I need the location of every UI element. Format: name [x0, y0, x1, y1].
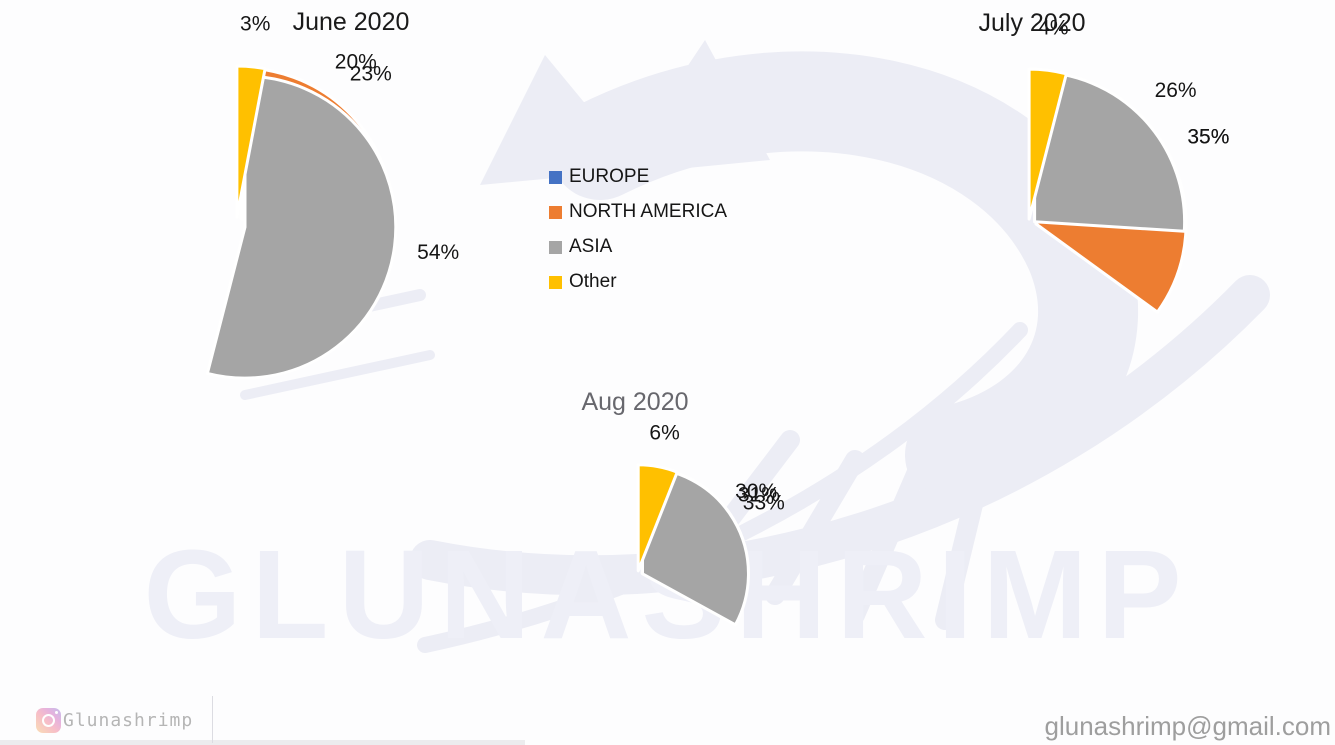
email-credit: glunashrimp@gmail.com	[1044, 711, 1332, 741]
aug-data-label-asia: 33%	[743, 491, 785, 514]
aug-data-label-europe: 31%	[738, 484, 780, 507]
july-data-label-north-america: 35%	[1187, 125, 1229, 148]
june-data-label-north-america: 23%	[350, 62, 392, 85]
june-slice-other	[235, 64, 267, 219]
june-data-label-asia: 54%	[417, 241, 459, 264]
june-data-label-other: 3%	[240, 12, 270, 35]
legend-swatch-asia	[549, 240, 562, 254]
chart-title-aug: Aug 2020	[581, 388, 689, 416]
aug-data-label-other: 6%	[649, 422, 679, 445]
aug-slice-other	[636, 463, 679, 573]
legend: EUROPE NORTH AMERICA ASIA Other	[549, 166, 727, 306]
aug-data-label-north-america: 30%	[735, 480, 777, 503]
legend-item-europe: EUROPE	[549, 166, 727, 188]
instagram-icon	[36, 708, 61, 733]
legend-item-asia: ASIA	[549, 236, 727, 258]
cursor-artifact-line	[212, 696, 213, 743]
legend-swatch-other	[549, 275, 562, 289]
instagram-lens-glyph	[42, 714, 55, 727]
june-slice-asia	[205, 74, 398, 380]
june-data-label-europe: 20%	[335, 50, 377, 73]
legend-label-other: Other	[569, 271, 617, 292]
legend-item-other: Other	[549, 271, 727, 293]
legend-label-asia: ASIA	[569, 236, 613, 257]
instagram-flash-dot	[55, 711, 58, 714]
legend-swatch-europe	[549, 170, 562, 184]
bottom-strip	[0, 740, 525, 745]
legend-label-europe: EUROPE	[569, 166, 650, 187]
july-data-label-europe: 35%	[1187, 125, 1229, 148]
july-slice-other	[1027, 67, 1068, 221]
instagram-credit: Glunashrimp	[36, 708, 193, 733]
chart-title-july: July 2020	[978, 9, 1086, 37]
instagram-handle: Glunashrimp	[63, 710, 194, 731]
legend-label-north-america: NORTH AMERICA	[569, 201, 728, 222]
legend-swatch-north-america	[549, 205, 562, 219]
july-data-label-asia: 26%	[1155, 79, 1197, 102]
july-data-label-other: 4%	[1038, 16, 1068, 39]
chart-title-june: June 2020	[292, 8, 410, 36]
legend-item-north-america: NORTH AMERICA	[549, 201, 727, 223]
